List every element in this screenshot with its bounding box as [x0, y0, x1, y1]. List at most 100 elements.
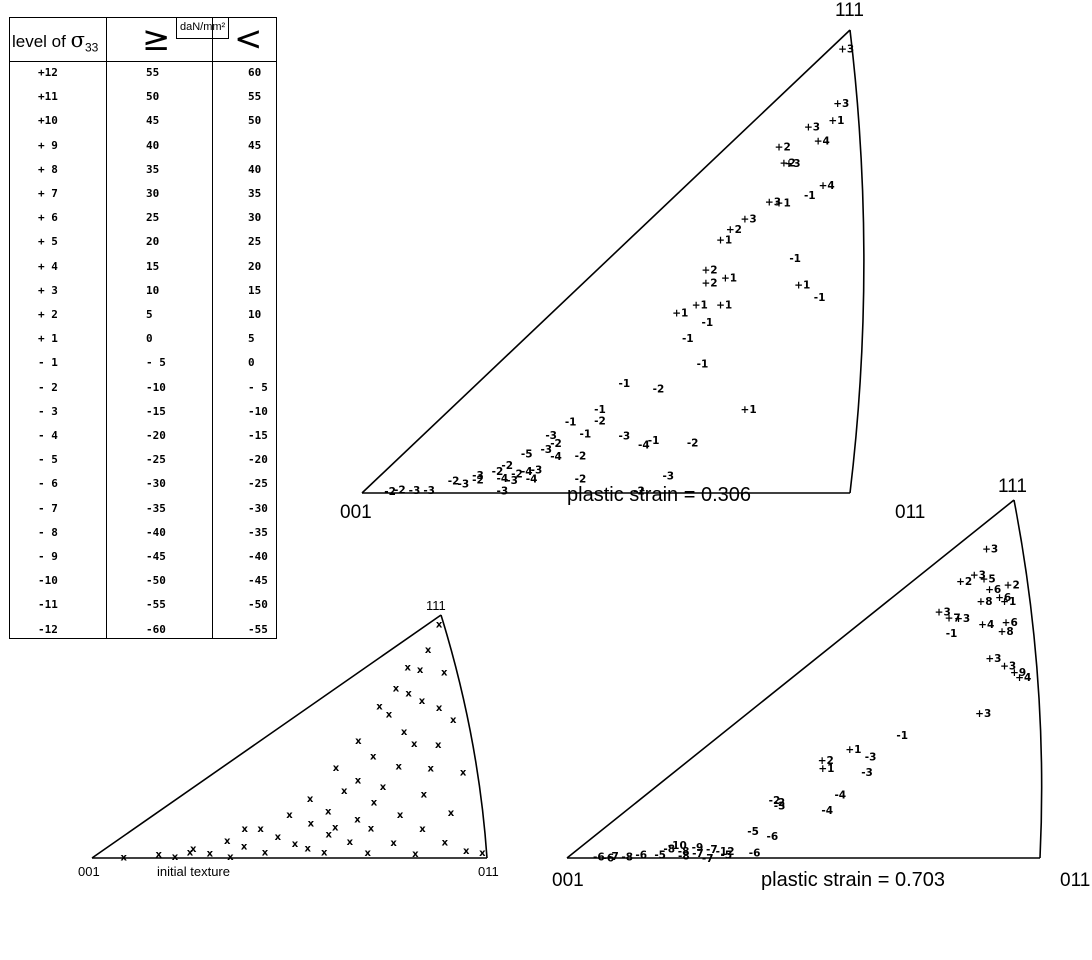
stress-level-point: +4: [1015, 672, 1031, 684]
legend-row: - 5 -25 -20: [10, 453, 276, 475]
stress-level-point: +3: [833, 98, 849, 110]
orientation-marker: x: [308, 818, 315, 829]
stress-level-point: -1: [594, 404, 606, 416]
orientation-marker: x: [370, 751, 377, 762]
stress-level-point: +3: [765, 196, 781, 208]
stress-level-point: -2: [633, 485, 645, 497]
stress-level-point: -1: [579, 428, 591, 440]
orientation-marker: x: [479, 848, 486, 859]
upper-bound-cell: - 5: [248, 380, 268, 394]
orientation-marker: x: [435, 740, 442, 751]
upper-bound-cell: -45: [248, 574, 268, 588]
lower-bound-cell: -25: [146, 453, 166, 467]
stress-level-point: -8: [678, 846, 690, 858]
level-label: level of: [12, 32, 71, 51]
orientation-marker: x: [241, 824, 248, 835]
stress-level-point: +3: [935, 606, 951, 618]
stress-level-point: -3: [409, 485, 421, 497]
orientation-marker: x: [207, 849, 214, 860]
stress-level-point: -2: [769, 795, 781, 807]
lower-bound-cell: 5: [146, 308, 153, 321]
lower-bound-cell: - 5: [146, 356, 166, 370]
corner-label-001: 001: [340, 502, 372, 523]
legend-header: level of σ33 ≥ daN/mm² <: [10, 18, 276, 62]
stress-level-point: +7: [945, 613, 961, 625]
lower-bound-cell: 30: [146, 187, 160, 200]
stress-level-point: +1: [794, 280, 810, 292]
level-cell: +11: [38, 90, 58, 104]
upper-bound-cell: -55: [248, 622, 268, 636]
stress-level-point: -4: [497, 473, 509, 485]
level-cell: + 9: [38, 138, 58, 152]
stress-level-point: +1: [721, 273, 737, 285]
orientation-marker: x: [421, 790, 428, 801]
orientation-marker: x: [436, 703, 443, 714]
legend-row: + 3 10 15: [10, 284, 276, 306]
stress-level-point: +3: [741, 214, 757, 226]
stress-level-point: +3: [985, 653, 1001, 665]
diagram-caption: initial texture: [157, 864, 230, 879]
stress-level-point: -6: [603, 852, 615, 864]
level-cell: + 1: [38, 332, 58, 346]
stress-level-point: +1: [716, 300, 732, 312]
lower-bound-cell: -40: [146, 525, 166, 539]
legend-row: - 7 -35 -30: [10, 502, 276, 524]
stress-level-point: -7: [607, 851, 619, 863]
stress-level-point: +1: [828, 115, 844, 127]
level-cell: - 4: [38, 429, 58, 442]
stress-level-point: +3: [784, 158, 800, 170]
legend-row: - 3 -15 -10: [10, 405, 276, 427]
stress-level-point: -3: [531, 465, 543, 477]
corner-label-011: 011: [895, 502, 925, 523]
legend-row: + 7 30 35: [10, 187, 276, 209]
stress-level-point: -5: [521, 449, 533, 461]
orientation-marker: x: [257, 824, 264, 835]
orientation-marker: x: [371, 797, 378, 808]
stress-level-point: -2: [594, 415, 606, 427]
orientation-marker: x: [436, 620, 443, 631]
stress-level-point: +2: [726, 224, 742, 236]
stress-level-point: +1: [1000, 596, 1016, 608]
stress-level-point: -2: [472, 475, 484, 487]
stress-level-point: -6: [767, 831, 779, 843]
orientation-marker: x: [393, 684, 400, 695]
stress-level-point: -3: [540, 444, 552, 456]
legend-row: + 5 20 25: [10, 235, 276, 257]
orientation-marker: x: [441, 667, 448, 678]
orientation-marker: x: [172, 852, 179, 863]
level-cell: - 5: [38, 453, 58, 467]
stress-level-point: -12: [716, 846, 735, 858]
orientation-marker: x: [187, 848, 194, 859]
legend-row: -11 -55 -50: [10, 598, 276, 620]
lower-bound-cell: -10: [146, 380, 166, 394]
stress-level-point: +3: [1000, 661, 1016, 673]
level-cell: -10: [38, 574, 58, 588]
stress-level-point: -2: [511, 469, 523, 481]
orientation-marker: x: [332, 822, 339, 833]
diagram-caption: plastic strain = 0.306: [567, 484, 751, 506]
edge-001-111: [361, 29, 851, 494]
level-cell: +10: [38, 114, 58, 128]
stress-level-point: -1: [682, 333, 694, 345]
stress-level-point: +2: [780, 158, 796, 170]
stress-level-point: -3: [662, 470, 674, 482]
upper-bound-cell: -40: [248, 550, 268, 563]
stress-level-legend-table: level of σ33 ≥ daN/mm² < +12 55 60 +11 50 55 +…: [9, 17, 277, 639]
level-cell: - 1: [38, 356, 58, 370]
lower-bound-cell: 35: [146, 162, 160, 176]
upper-bound-cell: 30: [248, 211, 262, 225]
stress-level-point: +1: [741, 404, 757, 416]
stress-level-point: -6: [593, 852, 605, 864]
orientation-marker: x: [397, 810, 404, 821]
upper-bound-cell: 10: [248, 308, 262, 321]
orientation-marker: x: [365, 848, 372, 859]
orientation-marker: x: [262, 848, 269, 859]
lower-bound-cell: 20: [146, 235, 160, 249]
stress-level-point: +2: [818, 755, 834, 767]
stress-level-point: -2: [687, 438, 699, 450]
legend-row: +11 50 55: [10, 90, 276, 112]
corner-label-111: 111: [998, 476, 1027, 497]
stress-level-point: -6: [749, 847, 761, 859]
